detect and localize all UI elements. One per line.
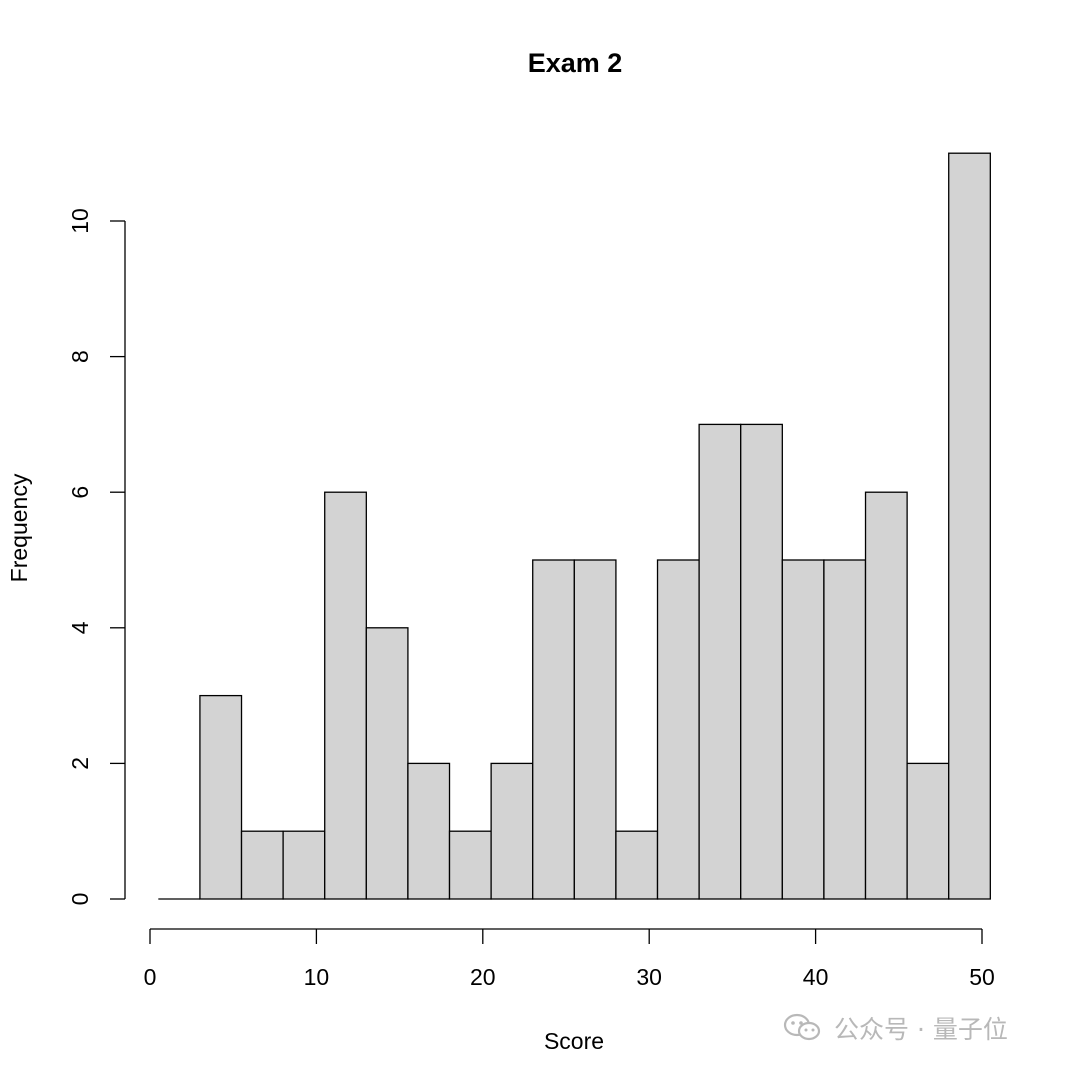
histogram-bar: [698, 423, 742, 900]
histogram-bar: [948, 152, 991, 900]
x-tick-label: 50: [969, 964, 995, 990]
bars-group: [158, 152, 991, 900]
tick-labels: 0 10 20 30 40 50 0 2 4 6 8 10: [67, 208, 995, 990]
histogram-bar: [573, 559, 617, 900]
x-tick-label: 10: [304, 964, 330, 990]
x-tick-label: 20: [470, 964, 496, 990]
histogram-bar: [282, 830, 326, 900]
histogram-bar: [324, 491, 367, 900]
x-tick-label: 40: [803, 964, 829, 990]
x-tick-label: 0: [144, 964, 157, 990]
y-tick-label: 2: [67, 757, 93, 770]
watermark: 公众号 · 量子位: [783, 1013, 1008, 1044]
watermark-text: 公众号 · 量子位: [834, 1015, 1008, 1044]
histogram-bar: [532, 559, 575, 900]
y-tick-label: 10: [67, 208, 93, 234]
histogram-bar: [240, 830, 284, 900]
x-tick-label: 30: [636, 964, 662, 990]
histogram-bar: [906, 762, 950, 900]
histogram-bar: [407, 762, 451, 900]
histogram-bar: [365, 627, 409, 900]
histogram-bar: [781, 559, 825, 900]
histogram-bar: [615, 830, 659, 900]
histogram-bar: [656, 559, 700, 900]
y-tick-label: 8: [67, 350, 93, 363]
y-tick-label: 4: [67, 621, 93, 634]
histogram-bar: [448, 830, 492, 900]
x-axis-label: Score: [544, 1028, 604, 1054]
histogram-bar: [864, 491, 908, 900]
y-tick-label: 6: [67, 486, 93, 499]
histogram-bar: [823, 559, 867, 900]
histogram-bar: [490, 762, 534, 900]
wechat-icon: [783, 1013, 821, 1041]
histogram-bar: [740, 423, 783, 900]
chart-title: Exam 2: [528, 48, 623, 78]
y-tick-label: 0: [67, 893, 93, 906]
histogram-bar: [199, 694, 243, 900]
y-axis-label: Frequency: [6, 473, 32, 582]
